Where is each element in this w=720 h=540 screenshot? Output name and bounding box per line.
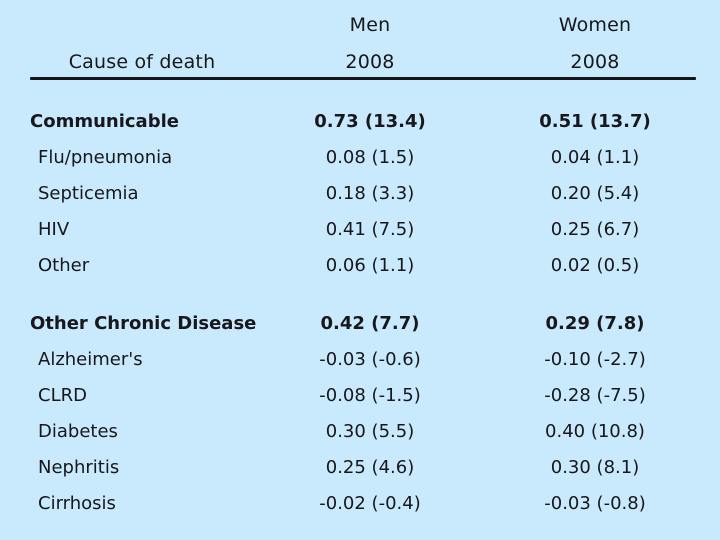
row-women-value: -0.10 (-2.7) <box>544 348 646 370</box>
table-body: Communicable 0.73 (13.4) 0.51 (13.7) Flu… <box>0 80 720 521</box>
table-row: Other 0.06 (1.1) 0.02 (0.5) <box>0 247 720 283</box>
row-women-value: 0.30 (8.1) <box>550 456 640 478</box>
column-header-men: Men <box>349 14 391 36</box>
row-men-value: 0.08 (1.5) <box>325 146 415 168</box>
row-women-value: 0.29 (7.8) <box>545 312 645 334</box>
row-men-value: 0.30 (5.5) <box>325 420 415 442</box>
row-men-value: 0.42 (7.7) <box>320 312 420 334</box>
header-sex-row: Men Women <box>0 0 720 50</box>
header-rule <box>30 77 696 80</box>
table-row: Other Chronic Disease 0.42 (7.7) 0.29 (7… <box>0 305 720 341</box>
row-men-value: 0.73 (13.4) <box>314 110 426 132</box>
table-row: Communicable 0.73 (13.4) 0.51 (13.7) <box>0 103 720 139</box>
table-row: Cirrhosis -0.02 (-0.4) -0.03 (-0.8) <box>0 485 720 521</box>
table-row: CLRD -0.08 (-1.5) -0.28 (-7.5) <box>0 377 720 413</box>
table-row: Flu/pneumonia 0.08 (1.5) 0.04 (1.1) <box>0 139 720 175</box>
table-row: Diabetes 0.30 (5.5) 0.40 (10.8) <box>0 413 720 449</box>
column-header-women: Women <box>558 14 632 36</box>
row-label: Diabetes <box>38 420 118 442</box>
row-label: Other <box>38 254 90 276</box>
row-women-value: -0.03 (-0.8) <box>544 492 646 514</box>
column-header-women-year: 2008 <box>570 51 620 73</box>
column-header-men-year: 2008 <box>345 51 395 73</box>
row-label: Cirrhosis <box>38 492 116 514</box>
row-women-value: 0.40 (10.8) <box>545 420 645 442</box>
row-women-value: -0.28 (-7.5) <box>544 384 646 406</box>
column-header-cause-of-death: Cause of death <box>68 51 216 73</box>
header-year-row: Cause of death 2008 2008 <box>0 50 720 74</box>
row-men-value: 0.25 (4.6) <box>325 456 415 478</box>
row-women-value: 0.20 (5.4) <box>550 182 640 204</box>
row-label: Flu/pneumonia <box>38 146 173 168</box>
row-label: Septicemia <box>38 182 139 204</box>
table-row: Nephritis 0.25 (4.6) 0.30 (8.1) <box>0 449 720 485</box>
row-men-value: -0.03 (-0.6) <box>319 348 421 370</box>
table-row: HIV 0.41 (7.5) 0.25 (6.7) <box>0 211 720 247</box>
row-label: Communicable <box>30 110 179 132</box>
row-label: CLRD <box>38 384 87 406</box>
row-men-value: 0.18 (3.3) <box>325 182 415 204</box>
row-label: Other Chronic Disease <box>30 312 257 334</box>
row-men-value: 0.41 (7.5) <box>325 218 415 240</box>
row-men-value: 0.06 (1.1) <box>325 254 415 276</box>
row-women-value: 0.25 (6.7) <box>550 218 640 240</box>
row-women-value: 0.04 (1.1) <box>550 146 640 168</box>
row-label: Alzheimer's <box>38 348 143 370</box>
row-men-value: -0.08 (-1.5) <box>319 384 421 406</box>
row-label: Nephritis <box>38 456 120 478</box>
table-row: Septicemia 0.18 (3.3) 0.20 (5.4) <box>0 175 720 211</box>
row-women-value: 0.51 (13.7) <box>539 110 651 132</box>
row-men-value: -0.02 (-0.4) <box>319 492 421 514</box>
table-row: Alzheimer's -0.03 (-0.6) -0.10 (-2.7) <box>0 341 720 377</box>
row-label: HIV <box>38 218 70 240</box>
row-women-value: 0.02 (0.5) <box>550 254 640 276</box>
